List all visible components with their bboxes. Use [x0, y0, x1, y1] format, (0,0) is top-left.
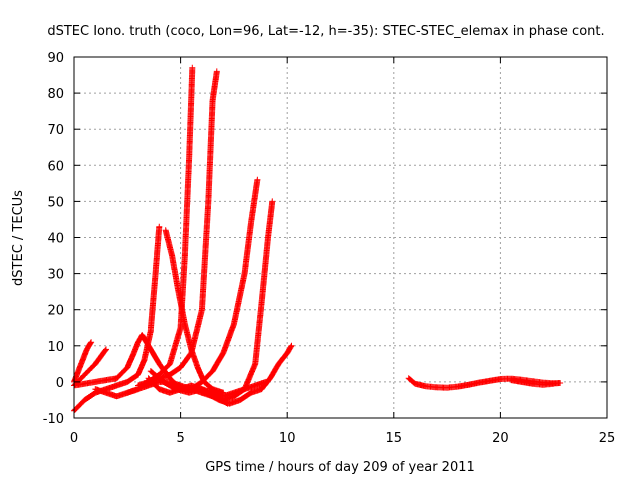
y-tick-label: 90 [47, 51, 64, 66]
series-12-markers [147, 368, 231, 407]
y-tick-label: 70 [47, 123, 64, 138]
series-9 [188, 176, 261, 393]
series-8 [135, 68, 220, 389]
y-tick-label: 50 [47, 195, 64, 210]
x-tick-label: 25 [599, 431, 616, 446]
x-tick-label: 5 [176, 431, 184, 446]
series-12 [147, 368, 231, 407]
x-tick-label: 20 [492, 431, 509, 446]
y-axis-label: dSTEC / TECUs [11, 190, 26, 286]
grid [74, 57, 607, 418]
chart-title: dSTEC Iono. truth (coco, Lon=96, Lat=-12… [47, 24, 604, 39]
y-tick-label: 30 [47, 268, 64, 283]
x-axis-label: GPS time / hours of day 209 of year 2011 [205, 460, 475, 475]
x-tick-label: 15 [386, 431, 403, 446]
x-tick-label: 0 [70, 431, 78, 446]
data-layer [71, 64, 564, 414]
y-tick-label: -10 [43, 412, 64, 427]
series-14-markers [508, 377, 557, 388]
y-tick-label: 10 [47, 340, 64, 355]
series-14 [508, 377, 557, 388]
y-tick-label: 20 [47, 304, 64, 319]
series-9-markers [188, 176, 261, 393]
y-tick-label: 0 [56, 376, 64, 391]
y-tick-label: 40 [47, 232, 64, 247]
ticks: 0 5 10 15 20 25 -10 0 10 20 30 40 50 60 70 80 90 [43, 51, 616, 446]
series-8-markers [135, 68, 220, 389]
y-tick-label: 60 [47, 159, 64, 174]
series-7 [124, 64, 196, 396]
y-tick-label: 80 [47, 87, 64, 102]
x-tick-label: 10 [279, 431, 296, 446]
series-7-markers [124, 64, 196, 396]
